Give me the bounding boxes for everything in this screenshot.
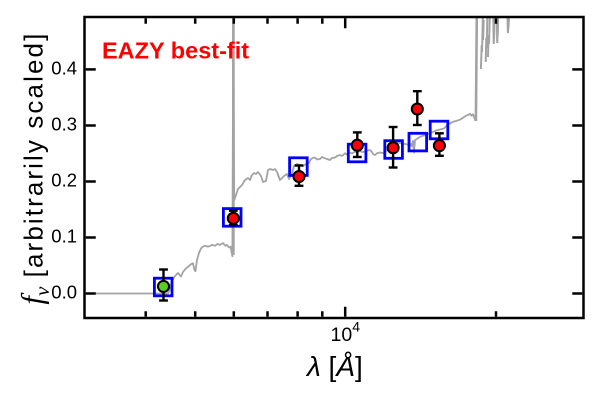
svg-text:EAZY best-fit: EAZY best-fit — [102, 38, 249, 64]
svg-text:fν [arbitrarily scaled]: fν [arbitrarily scaled] — [15, 32, 55, 305]
svg-text:0.0: 0.0 — [51, 282, 77, 303]
svg-text:0.2: 0.2 — [51, 170, 77, 191]
svg-text:λ [Å]: λ [Å] — [305, 351, 363, 382]
svg-text:104: 104 — [331, 319, 361, 347]
svg-text:0.3: 0.3 — [51, 114, 77, 135]
svg-text:0.4: 0.4 — [51, 58, 77, 79]
svg-text:0.1: 0.1 — [51, 226, 77, 247]
